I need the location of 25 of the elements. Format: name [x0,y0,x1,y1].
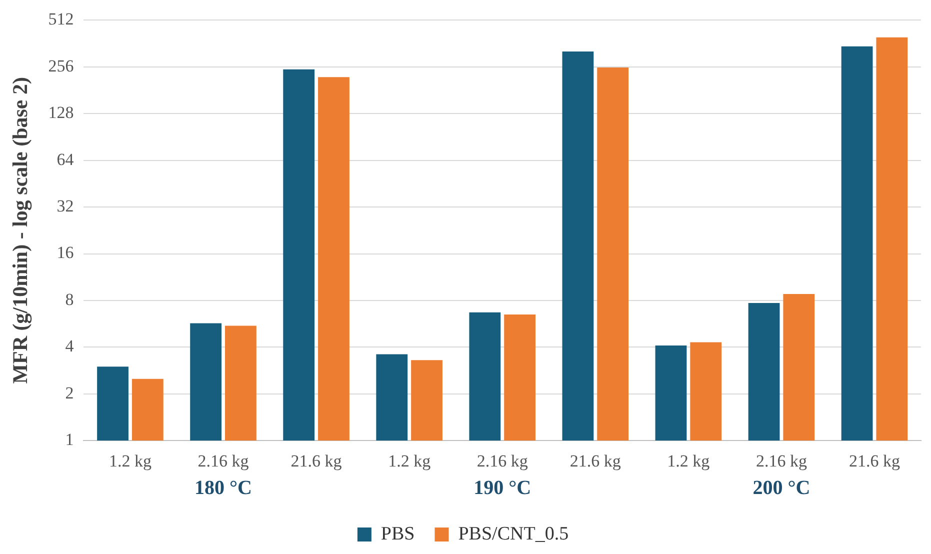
legend-label: PBS [380,523,415,544]
y-tick-label: 4 [65,336,74,356]
y-tick-label: 8 [65,290,74,309]
y-tick-label: 32 [56,196,74,216]
x-tick-label: 1.2 kg [388,451,432,470]
text: 200 °C [752,477,810,500]
x-tick-label: 2.16 kg [476,451,528,470]
y-tick-label: 1 [65,430,74,450]
x-tick-label: 1.2 kg [667,451,710,470]
y-tick-label: 256 [48,56,74,76]
legend-label: PBS/CNT_0.5 [458,523,569,544]
y-tick-label: 128 [48,103,74,122]
x-tick-label: 2.16 kg [198,451,250,470]
y-tick-label: 64 [56,150,74,169]
x-tick-label: 21.6 kg [290,451,342,470]
text: 190 °C [474,477,532,500]
x-tick-label: 21.6 kg [570,451,622,470]
x-tick-label: 21.6 kg [848,451,900,470]
text: 180 °C [194,477,252,500]
y-tick-label: 512 [48,10,74,29]
y-tick-label: 16 [56,243,74,262]
x-tick-label: 1.2 kg [108,451,152,470]
y-axis-title: MFR (g/10min) - log scale (base 2) [8,77,32,384]
y-tick-label: 2 [65,383,74,402]
x-tick-label: 2.16 kg [756,451,808,470]
